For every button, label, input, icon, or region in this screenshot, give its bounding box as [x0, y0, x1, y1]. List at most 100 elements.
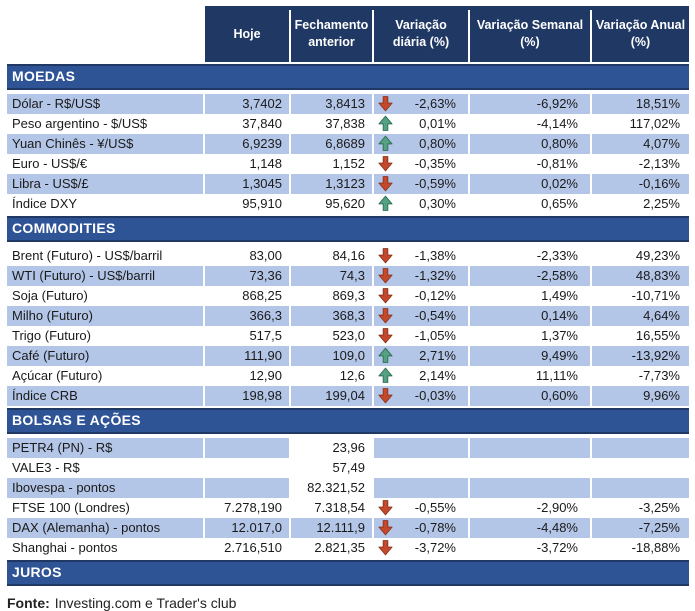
cell-variacao-semanal: -2,33% [470, 246, 590, 266]
cell-label: FTSE 100 (Londres) [7, 498, 203, 518]
cell-hoje [205, 458, 289, 478]
cell-variacao-anual: -0,16% [592, 174, 689, 194]
cell-hoje-value: 12,90 [249, 368, 282, 383]
cell-variacao-diaria-value: -0,78% [414, 520, 456, 535]
cell-variacao-semanal: -4,14% [470, 114, 590, 134]
down-arrow-icon [377, 267, 394, 284]
down-arrow-icon [377, 499, 394, 516]
up-arrow-icon [377, 135, 394, 152]
cell-variacao-anual: 4,64% [592, 306, 689, 326]
source-label: Fonte: [7, 595, 50, 611]
cell-label-value: Café (Futuro) [12, 348, 90, 363]
cell-variacao-semanal: -2,90% [470, 498, 590, 518]
table-row: Índice DXY 95,910 95,620 0,30% 0,65% 2,25% [7, 194, 689, 214]
cell-fechamento-anterior: 37,838 [291, 114, 372, 134]
cell-fechamento-anterior: 95,620 [291, 194, 372, 214]
cell-hoje-value: 517,5 [249, 328, 282, 343]
table-row: Yuan Chinês - ¥/US$ 6,9239 6,8689 0,80% 0,80… [7, 134, 689, 154]
section-header-juros: JUROS [7, 560, 689, 586]
cell-fechamento-anterior-value: 82.321,52 [307, 480, 365, 495]
column-header-hoje: Hoje [205, 6, 289, 62]
down-arrow-icon [377, 519, 394, 536]
cell-variacao-anual-value: -7,25% [638, 520, 680, 535]
cell-hoje-value: 3,7402 [242, 96, 282, 111]
cell-label: Brent (Futuro) - US$/barril [7, 246, 203, 266]
down-arrow-icon [377, 307, 394, 324]
cell-variacao-diaria-value: -0,55% [414, 500, 456, 515]
table-row: WTI (Futuro) - US$/barril 73,36 74,3 -1,32%… [7, 266, 689, 286]
cell-label-value: VALE3 - R$ [12, 460, 80, 475]
cell-variacao-semanal: -6,92% [470, 94, 590, 114]
cell-fechamento-anterior-value: 6,8689 [325, 136, 365, 151]
cell-variacao-anual: -2,13% [592, 154, 689, 174]
cell-fechamento-anterior-value: 12,6 [339, 368, 365, 383]
cell-fechamento-anterior-value: 523,0 [332, 328, 365, 343]
table-row: DAX (Alemanha) - pontos 12.017,0 12.111,9 -… [7, 518, 689, 538]
cell-variacao-diaria-value: -1,32% [414, 268, 456, 283]
cell-variacao-diaria-value: -0,03% [414, 388, 456, 403]
column-header-spacer [7, 6, 203, 62]
cell-variacao-diaria: -0,78% [374, 518, 468, 538]
cell-hoje-value: 868,25 [242, 288, 282, 303]
cell-variacao-semanal: 9,49% [470, 346, 590, 366]
cell-variacao-diaria-value: -0,54% [414, 308, 456, 323]
cell-variacao-semanal: -2,58% [470, 266, 590, 286]
cell-variacao-semanal: 0,60% [470, 386, 590, 406]
cell-fechamento-anterior: 23,96 [291, 438, 372, 458]
cell-variacao-semanal [470, 438, 590, 458]
table-row: Café (Futuro) 111,90 109,0 2,71% 9,49% -13,92… [7, 346, 689, 366]
cell-hoje-value: 2.716,510 [224, 540, 282, 555]
table-body: MOEDAS Dólar - R$/US$ 3,7402 3,8413 -2,63% -6… [7, 64, 689, 586]
cell-label: Milho (Futuro) [7, 306, 203, 326]
cell-label: Soja (Futuro) [7, 286, 203, 306]
cell-variacao-anual: 4,07% [592, 134, 689, 154]
cell-variacao-semanal: 0,80% [470, 134, 590, 154]
cell-label: Peso argentino - $/US$ [7, 114, 203, 134]
cell-label: Índice CRB [7, 386, 203, 406]
cell-hoje-value: 198,98 [242, 388, 282, 403]
cell-hoje: 868,25 [205, 286, 289, 306]
cell-label-value: Peso argentino - $/US$ [12, 116, 148, 131]
cell-fechamento-anterior-value: 12.111,9 [316, 520, 365, 535]
cell-variacao-diaria: 0,01% [374, 114, 468, 134]
table-row: Libra - US$/£ 1,3045 1,3123 -0,59% 0,02% -0,1… [7, 174, 689, 194]
cell-variacao-diaria-value: 2,14% [419, 368, 456, 383]
cell-variacao-diaria: -0,55% [374, 498, 468, 518]
cell-hoje: 2.716,510 [205, 538, 289, 558]
section-header-commodities: COMMODITIES [7, 216, 689, 242]
cell-variacao-anual-value: -10,71% [631, 288, 680, 303]
cell-variacao-semanal: 1,37% [470, 326, 590, 346]
cell-fechamento-anterior-value: 74,3 [339, 268, 365, 283]
table-row: Euro - US$/€ 1,148 1,152 -0,35% -0,81% -2,13% [7, 154, 689, 174]
table-row: Shanghai - pontos 2.716,510 2.821,35 -3,72%… [7, 538, 689, 558]
cell-variacao-diaria: -2,63% [374, 94, 468, 114]
cell-variacao-semanal-value: 0,02% [541, 176, 578, 191]
table-row: PETR4 (PN) - R$ 23,96 [7, 438, 689, 458]
cell-fechamento-anterior-value: 3,8413 [325, 96, 365, 111]
cell-label-value: Euro - US$/€ [12, 156, 88, 171]
cell-variacao-diaria-value: -0,12% [414, 288, 456, 303]
column-header-fechamento: Fechamento anterior [291, 6, 372, 62]
cell-variacao-diaria-value: -0,35% [414, 156, 456, 171]
cell-label-value: Milho (Futuro) [12, 308, 93, 323]
cell-variacao-anual: -7,25% [592, 518, 689, 538]
cell-variacao-anual: -10,71% [592, 286, 689, 306]
cell-fechamento-anterior-value: 23,96 [332, 440, 365, 455]
cell-fechamento-anterior: 199,04 [291, 386, 372, 406]
cell-fechamento-anterior: 869,3 [291, 286, 372, 306]
cell-variacao-anual [592, 478, 689, 498]
column-header-semanal: Variação Semanal (%) [470, 6, 590, 62]
cell-variacao-semanal-value: -2,58% [536, 268, 578, 283]
cell-variacao-semanal-value: -2,90% [536, 500, 578, 515]
cell-variacao-semanal: 0,14% [470, 306, 590, 326]
cell-hoje [205, 438, 289, 458]
cell-variacao-anual [592, 458, 689, 478]
cell-variacao-semanal-value: 0,60% [541, 388, 578, 403]
cell-variacao-semanal-value: 0,14% [541, 308, 578, 323]
cell-variacao-diaria: -1,05% [374, 326, 468, 346]
cell-label-value: Índice DXY [12, 196, 78, 211]
cell-hoje: 111,90 [205, 346, 289, 366]
cell-variacao-semanal-value: -2,33% [536, 248, 578, 263]
column-header-anual: Variação Anual (%) [592, 6, 689, 62]
cell-variacao-diaria: -0,12% [374, 286, 468, 306]
